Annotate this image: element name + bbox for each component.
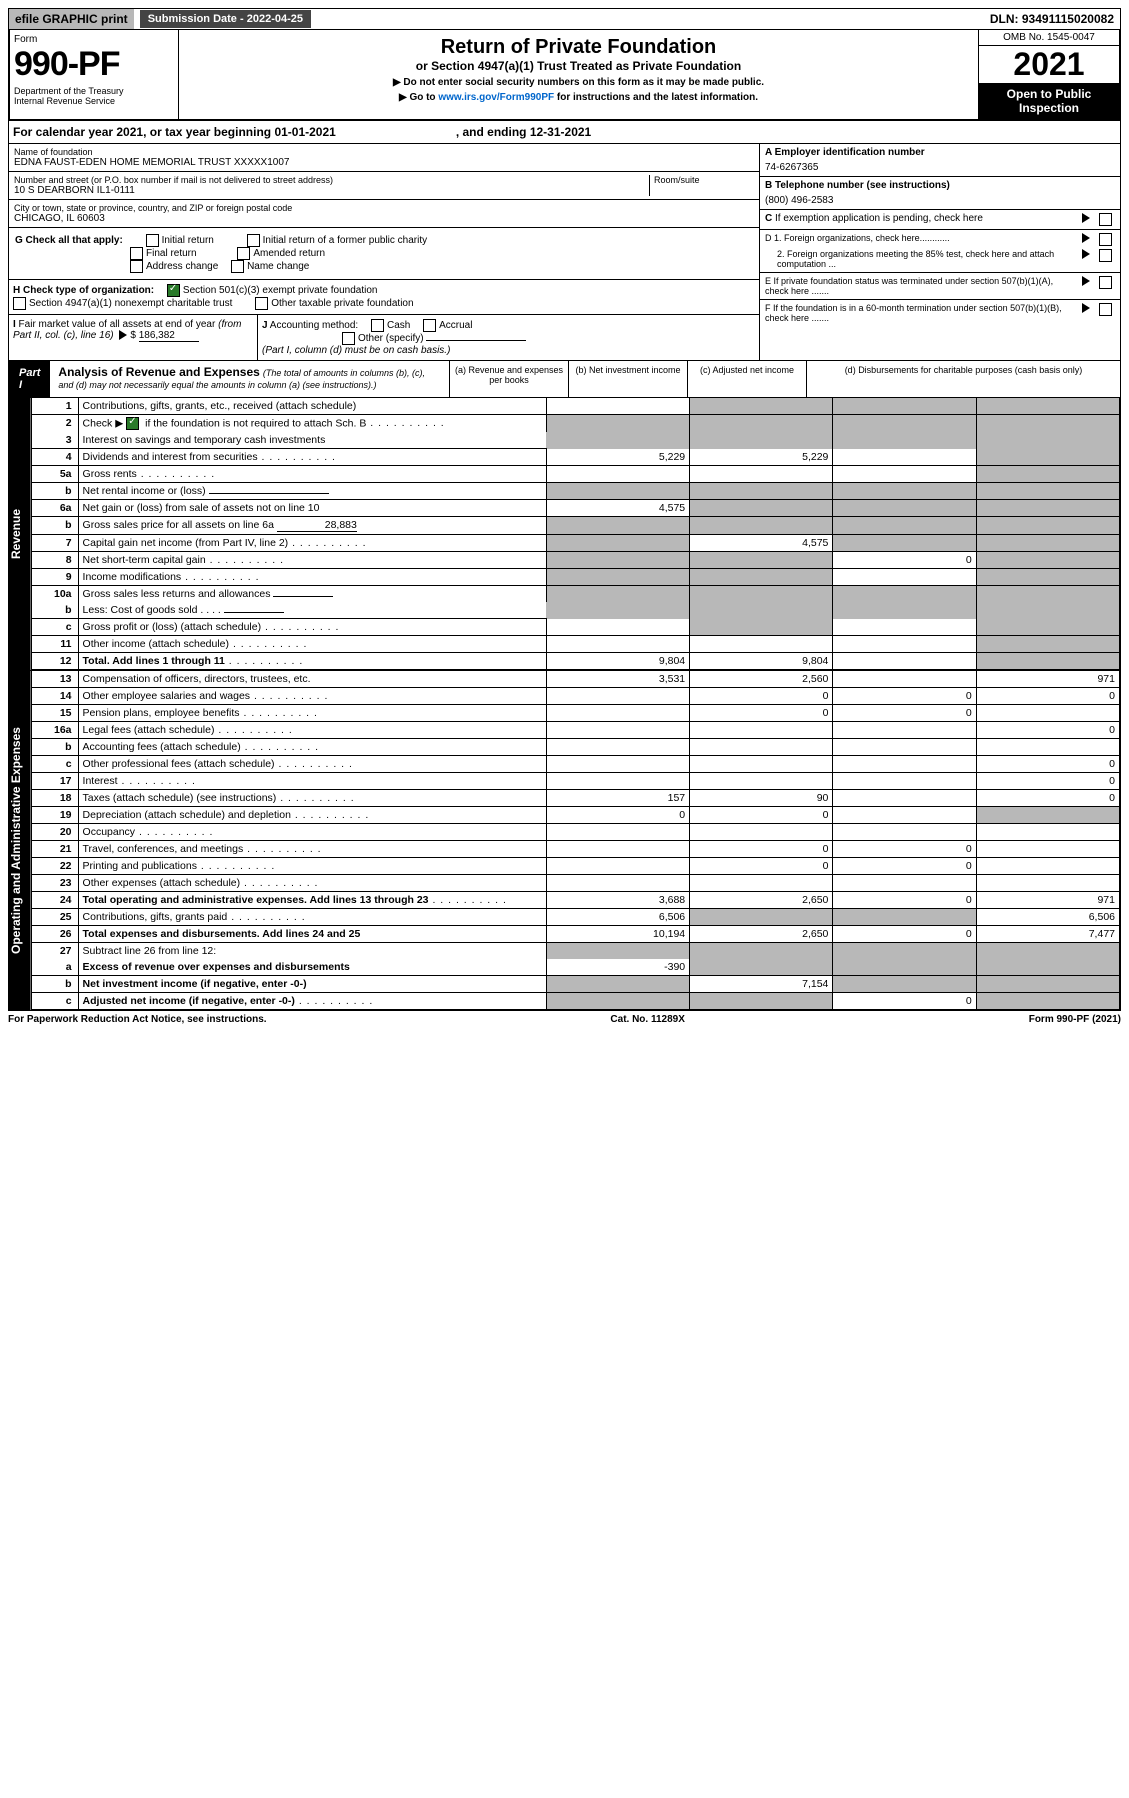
info-section: Name of foundationEDNA FAUST-EDEN HOME M… (8, 144, 1121, 361)
chk-501c3[interactable] (167, 284, 180, 297)
part1-label: Part I (9, 361, 50, 397)
chk-other-acct[interactable] (342, 332, 355, 345)
form-label: Form (14, 34, 174, 45)
chk-final[interactable] (130, 247, 143, 260)
city-label: City or town, state or province, country… (14, 203, 754, 213)
room-label: Room/suite (654, 175, 754, 185)
chk-address[interactable] (130, 260, 143, 273)
calendar-year: For calendar year 2021, or tax year begi… (8, 121, 1121, 144)
form-header: Form 990-PF Department of the TreasuryIn… (8, 30, 1121, 121)
tax-year: 2021 (979, 46, 1119, 83)
omb: OMB No. 1545-0047 (979, 30, 1119, 46)
dept: Department of the TreasuryInternal Reven… (14, 86, 174, 106)
d1-text: D 1. Foreign organizations, check here..… (765, 233, 1073, 243)
chk-initial[interactable] (146, 234, 159, 247)
submission-date: Submission Date - 2022-04-25 (140, 10, 311, 28)
chk-name[interactable] (231, 260, 244, 273)
expenses-sidebar: Operating and Administrative Expenses (9, 671, 31, 1010)
arrow-icon (1082, 213, 1090, 223)
chk-cash[interactable] (371, 319, 384, 332)
name-label: Name of foundation (14, 147, 754, 157)
chk-f[interactable] (1099, 303, 1112, 316)
arrow-icon (1082, 249, 1090, 259)
note-ssn: ▶ Do not enter social security numbers o… (185, 77, 972, 88)
irs-link[interactable]: www.irs.gov/Form990PF (438, 92, 554, 103)
ein: 74-6267365 (765, 162, 1115, 173)
chk-d1[interactable] (1099, 233, 1112, 246)
paperwork-notice: For Paperwork Reduction Act Notice, see … (8, 1014, 267, 1025)
f-text: F If the foundation is in a 60-month ter… (765, 303, 1073, 323)
foundation-name: EDNA FAUST-EDEN HOME MEMORIAL TRUST XXXX… (14, 157, 754, 168)
note-link: ▶ Go to www.irs.gov/Form990PF for instru… (185, 92, 972, 103)
footer: For Paperwork Reduction Act Notice, see … (8, 1011, 1121, 1028)
chk-schb[interactable] (126, 417, 139, 430)
col-b: (b) Net investment income (568, 361, 687, 397)
city: CHICAGO, IL 60603 (14, 213, 754, 224)
revenue-sidebar: Revenue (9, 398, 31, 670)
chk-initial-former[interactable] (247, 234, 260, 247)
expenses-table: 13Compensation of officers, directors, t… (31, 671, 1120, 1010)
part1-header: Part I Analysis of Revenue and Expenses … (8, 361, 1121, 398)
revenue-table: 1Contributions, gifts, grants, etc., rec… (31, 398, 1120, 670)
dln: DLN: 93491115020082 (984, 9, 1120, 29)
col-a: (a) Revenue and expenses per books (449, 361, 568, 397)
col-c: (c) Adjusted net income (687, 361, 806, 397)
chk-e[interactable] (1099, 276, 1112, 289)
chk-accrual[interactable] (423, 319, 436, 332)
top-bar: efile GRAPHIC print Submission Date - 20… (8, 8, 1121, 30)
section-g: G Check all that apply: Initial return I… (9, 228, 759, 280)
open-public: Open to Public Inspection (979, 83, 1119, 119)
arrow-icon (119, 330, 127, 340)
form-number: 990-PF (14, 45, 174, 84)
section-i: I Fair market value of all assets at end… (9, 315, 258, 360)
c-text: If exemption application is pending, che… (775, 213, 983, 224)
d2-text: 2. Foreign organizations meeting the 85%… (765, 249, 1073, 269)
chk-amended[interactable] (237, 247, 250, 260)
phone: (800) 496-2583 (765, 195, 1115, 206)
fmv-value: 186,382 (139, 330, 199, 342)
section-h: H Check type of organization: Section 50… (9, 280, 759, 315)
cat-no: Cat. No. 11289X (610, 1014, 684, 1025)
chk-d2[interactable] (1099, 249, 1112, 262)
phone-label: B Telephone number (see instructions) (765, 180, 950, 191)
address: 10 S DEARBORN IL1-0111 (14, 185, 649, 196)
arrow-icon (1082, 233, 1090, 243)
ein-label: A Employer identification number (765, 147, 925, 158)
form-subtitle: or Section 4947(a)(1) Trust Treated as P… (185, 59, 972, 73)
arrow-icon (1082, 303, 1090, 313)
form-title: Return of Private Foundation (185, 36, 972, 59)
arrow-icon (1082, 276, 1090, 286)
col-d: (d) Disbursements for charitable purpose… (806, 361, 1120, 397)
form-ref: Form 990-PF (2021) (1029, 1014, 1121, 1025)
e-text: E If private foundation status was termi… (765, 276, 1073, 296)
efile-label[interactable]: efile GRAPHIC print (9, 9, 134, 29)
section-j: J Accounting method: Cash Accrual Other … (258, 315, 759, 360)
chk-other-tax[interactable] (255, 297, 268, 310)
addr-label: Number and street (or P.O. box number if… (14, 175, 649, 185)
chk-c[interactable] (1099, 213, 1112, 226)
chk-4947[interactable] (13, 297, 26, 310)
